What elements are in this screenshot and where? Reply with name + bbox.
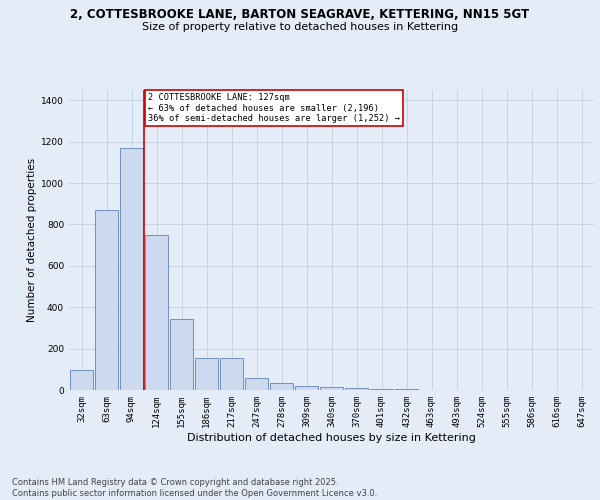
Bar bbox=[70, 370, 93, 390]
Bar bbox=[345, 388, 368, 390]
Bar bbox=[195, 358, 218, 390]
Bar bbox=[120, 148, 143, 390]
Bar bbox=[295, 386, 318, 390]
Y-axis label: Number of detached properties: Number of detached properties bbox=[27, 158, 37, 322]
Text: Contains HM Land Registry data © Crown copyright and database right 2025.
Contai: Contains HM Land Registry data © Crown c… bbox=[12, 478, 377, 498]
Bar bbox=[245, 378, 268, 390]
Bar bbox=[370, 389, 393, 390]
Bar bbox=[320, 387, 343, 390]
Bar bbox=[270, 383, 293, 390]
Text: 2 COTTESBROOKE LANE: 127sqm
← 63% of detached houses are smaller (2,196)
36% of : 2 COTTESBROOKE LANE: 127sqm ← 63% of det… bbox=[148, 93, 400, 123]
Text: Size of property relative to detached houses in Kettering: Size of property relative to detached ho… bbox=[142, 22, 458, 32]
X-axis label: Distribution of detached houses by size in Kettering: Distribution of detached houses by size … bbox=[187, 432, 476, 442]
Bar bbox=[395, 389, 418, 390]
Text: 2, COTTESBROOKE LANE, BARTON SEAGRAVE, KETTERING, NN15 5GT: 2, COTTESBROOKE LANE, BARTON SEAGRAVE, K… bbox=[70, 8, 530, 20]
Bar bbox=[220, 358, 243, 390]
Bar bbox=[170, 318, 193, 390]
Bar bbox=[145, 235, 168, 390]
Bar bbox=[95, 210, 118, 390]
